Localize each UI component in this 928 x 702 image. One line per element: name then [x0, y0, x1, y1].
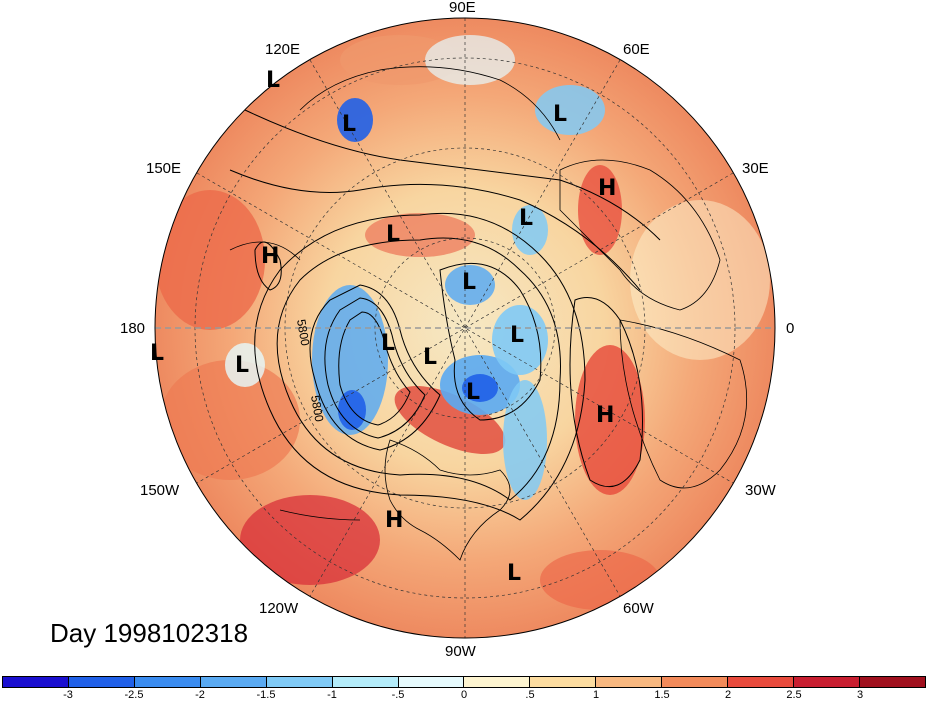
pressure-center: L — [423, 345, 438, 370]
lon-label-30e: 30E — [742, 160, 769, 177]
pressure-center: L — [466, 380, 481, 405]
lon-label-90w: 90W — [445, 643, 476, 660]
pressure-center: L — [553, 102, 568, 127]
lon-label-30w: 30W — [745, 482, 776, 499]
pressure-center: L — [462, 270, 477, 295]
lon-label-120e: 120E — [265, 41, 301, 58]
pressure-center: L — [266, 68, 281, 93]
colorbar-segment — [68, 677, 135, 687]
pressure-center: L — [510, 323, 525, 348]
colorbar-tick-label: 3 — [856, 689, 864, 701]
pressure-center: H — [598, 176, 617, 201]
pressure-center: H — [261, 244, 280, 269]
contour-label-5800-b: 5800 — [308, 394, 326, 423]
colorbar-tick-label: .5 — [525, 689, 535, 701]
colorbar-segment — [200, 677, 267, 687]
lon-label-150e: 150E — [146, 160, 182, 177]
lon-label-0: 0 — [786, 320, 795, 337]
colorbar-tick-label: 1 — [592, 689, 600, 701]
contour-label-5800-a: 5800 — [294, 318, 312, 347]
pressure-center: L — [386, 222, 401, 247]
pressure-center: L — [507, 561, 522, 586]
colorbar-tick-label: 0 — [460, 689, 468, 701]
colorbar-tick-label: 2.5 — [786, 689, 802, 701]
colorbar-segment — [794, 677, 860, 687]
colorbar-tick-label: -.5 — [391, 689, 405, 701]
lon-label-90e: 90E — [449, 0, 476, 16]
lon-label-180: 180 — [120, 320, 146, 337]
colorbar-tick-label: 2 — [724, 689, 732, 701]
colorbar-tick-label: -3 — [63, 689, 73, 701]
colorbar-segment — [464, 677, 531, 687]
colorbar-tick-label: -2.5 — [124, 689, 144, 701]
pressure-center: L — [235, 353, 250, 378]
colorbar-segment — [398, 677, 465, 687]
colorbar-tick-label: -2 — [195, 689, 205, 701]
colorbar-tick-label: -1.5 — [256, 689, 276, 701]
colorbar-tick-label: -1 — [327, 689, 337, 701]
colorbar-segment — [859, 677, 925, 687]
pressure-center: L — [519, 206, 534, 231]
colorbar-segment — [596, 677, 663, 687]
pressure-center: H — [385, 508, 404, 533]
lon-label-60e: 60E — [623, 41, 650, 58]
pressure-center: L — [381, 331, 396, 356]
colorbar-segment — [3, 677, 69, 687]
polar-map: 5800 5800 — [154, 17, 776, 639]
pressure-center: L — [150, 341, 165, 366]
pressure-center: L — [342, 112, 357, 137]
lon-label-60w: 60W — [623, 600, 654, 617]
lon-label-150w: 150W — [140, 482, 180, 499]
lon-label-120w: 120W — [259, 600, 299, 617]
pressure-center: H — [596, 403, 615, 428]
colorbar-segment — [728, 677, 795, 687]
colorbar — [2, 676, 926, 688]
colorbar-segment — [134, 677, 201, 687]
day-label: Day 1998102318 — [50, 618, 249, 648]
colorbar-segment — [266, 677, 333, 687]
colorbar-segment — [332, 677, 399, 687]
colorbar-segment — [530, 677, 597, 687]
colorbar-segment — [662, 677, 729, 687]
colorbar-tick-label: 1.5 — [654, 689, 670, 701]
